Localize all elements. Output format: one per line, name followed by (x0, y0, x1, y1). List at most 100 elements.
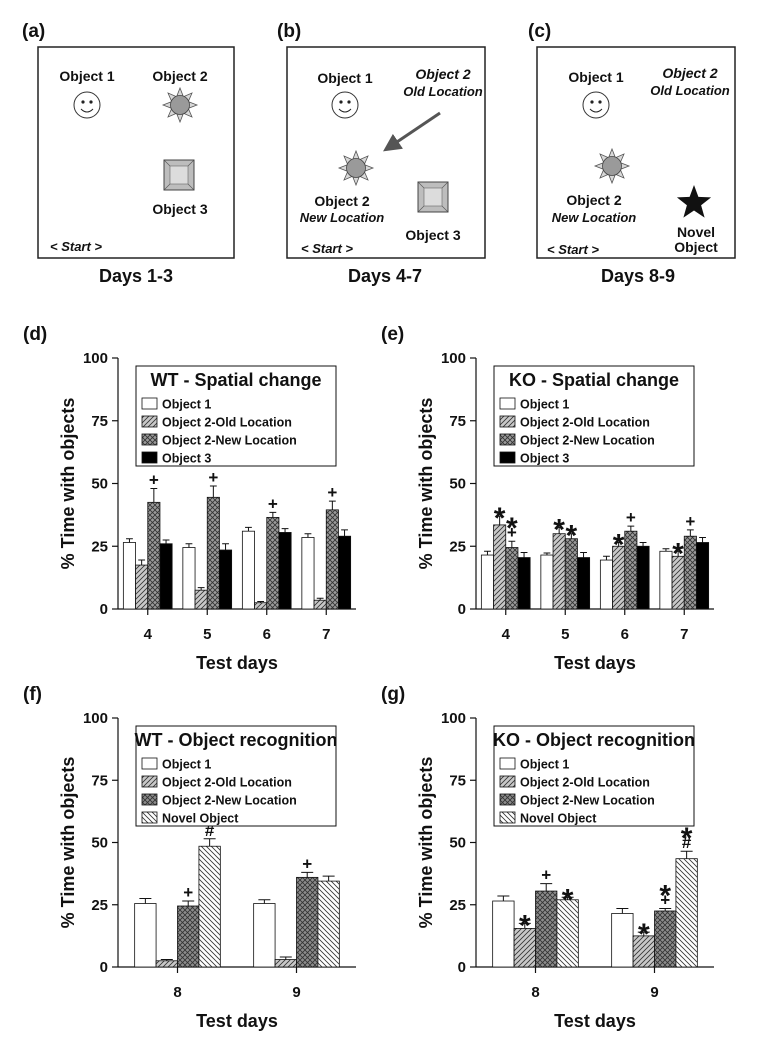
y-tick-label: 75 (91, 413, 108, 430)
y-tick-label: 25 (449, 538, 466, 555)
significance-marker: * (562, 883, 574, 916)
object-label: Object 2 (415, 66, 470, 82)
bar (194, 589, 208, 610)
bar (654, 910, 677, 968)
legend-swatch (141, 775, 158, 788)
object-icon (338, 150, 374, 186)
significance-marker: + (268, 494, 278, 513)
diagram-a: (a) Object 1 Object 2 Object 3 < Start >… (22, 21, 235, 286)
object-label: Object 2 (662, 65, 717, 81)
significance-marker: * (553, 513, 565, 546)
object-label: Old Location (403, 84, 483, 99)
legend-swatch (499, 397, 516, 410)
bar (675, 858, 698, 968)
error-bar (341, 529, 348, 537)
legend-box (135, 725, 337, 827)
panel-label: (g) (381, 684, 405, 705)
legend-label: Novel Object (162, 812, 239, 826)
panel-label: (d) (23, 324, 47, 345)
legend-swatch (499, 757, 516, 770)
y-tick-label: 25 (449, 897, 466, 914)
error-bar (659, 907, 672, 911)
legend-swatch (499, 415, 516, 428)
significance-marker: + (685, 512, 695, 531)
arrow (383, 111, 441, 152)
error-bar (328, 500, 336, 510)
y-tick-label: 50 (91, 476, 108, 493)
y-tick-label: 0 (458, 601, 466, 618)
x-tick-label: 8 (531, 984, 539, 1001)
legend-label: Object 2-Old Location (162, 416, 292, 430)
bar (296, 876, 319, 968)
bar (338, 535, 352, 610)
x-axis-label: Test days (196, 1011, 278, 1031)
significance-marker: + (327, 483, 337, 502)
error-bar (209, 485, 217, 498)
error-bar (203, 838, 216, 847)
significance-marker: + (660, 890, 670, 909)
y-tick-label: 50 (449, 476, 466, 493)
start-label: < Start > (50, 239, 102, 254)
error-bar (508, 540, 516, 548)
error-bar (258, 899, 271, 904)
error-bar (139, 898, 152, 904)
error-bar (269, 511, 277, 518)
diagram-c: (c) Object 1 Object 2 Old Location Objec… (528, 21, 736, 286)
x-tick-label: 4 (144, 626, 153, 643)
x-tick-label: 7 (322, 626, 330, 643)
bar (122, 542, 136, 610)
significance-marker: * (566, 520, 578, 553)
error-bar (484, 550, 491, 556)
legend-label: Object 2-Old Location (162, 776, 292, 790)
bar (135, 564, 149, 610)
legend-swatch (141, 451, 158, 464)
bar (317, 880, 340, 968)
significance-marker: + (302, 854, 312, 873)
y-tick-label: 0 (458, 959, 466, 976)
object-icon (676, 185, 712, 218)
error-bar (185, 543, 193, 548)
bar (155, 960, 178, 968)
significance-marker: + (507, 523, 517, 542)
chart-title: KO - Spatial change (509, 370, 679, 390)
significance-marker: + (626, 508, 636, 527)
significance-marker: # (205, 821, 215, 840)
object-icon (594, 148, 630, 184)
legend-label: Object 1 (162, 758, 211, 772)
bar (611, 913, 634, 968)
y-tick-label: 0 (100, 959, 108, 976)
error-bar (520, 552, 528, 558)
legend-label: Novel Object (520, 812, 597, 826)
bar-chart: (g) % Time with objects Test days 0 25 50 75 10… (381, 684, 714, 1031)
legend-box (493, 365, 695, 467)
significance-marker: * (638, 918, 650, 951)
object-label: New Location (552, 210, 637, 225)
significance-marker: * (506, 512, 518, 545)
caption: Days 4-7 (348, 266, 422, 286)
object-label: Object 2 (566, 192, 621, 208)
legend-label: Object 1 (520, 398, 569, 412)
bar (147, 501, 161, 610)
legend-label: Object 2-New Location (520, 794, 655, 808)
bar (636, 545, 650, 610)
y-axis-label: % Time with objects (58, 398, 78, 570)
object-label: Object 3 (152, 201, 207, 217)
x-axis-label: Test days (196, 653, 278, 673)
bar (577, 557, 591, 610)
significance-marker: * (613, 528, 625, 561)
bar (206, 496, 220, 610)
chart-title: WT - Object recognition (135, 730, 338, 750)
bar (219, 549, 233, 610)
bar (325, 509, 339, 610)
x-axis-label: Test days (554, 1011, 636, 1031)
bar (659, 550, 673, 610)
error-bar (699, 536, 706, 543)
bar (182, 547, 196, 610)
error-bar (257, 600, 265, 603)
legend-swatch (499, 793, 516, 806)
error-bar (580, 552, 587, 558)
chart-title: KO - Object recognition (493, 730, 695, 750)
legend-label: Object 2-Old Location (520, 776, 650, 790)
legend-swatch (141, 433, 158, 446)
legend-swatch (141, 793, 158, 806)
